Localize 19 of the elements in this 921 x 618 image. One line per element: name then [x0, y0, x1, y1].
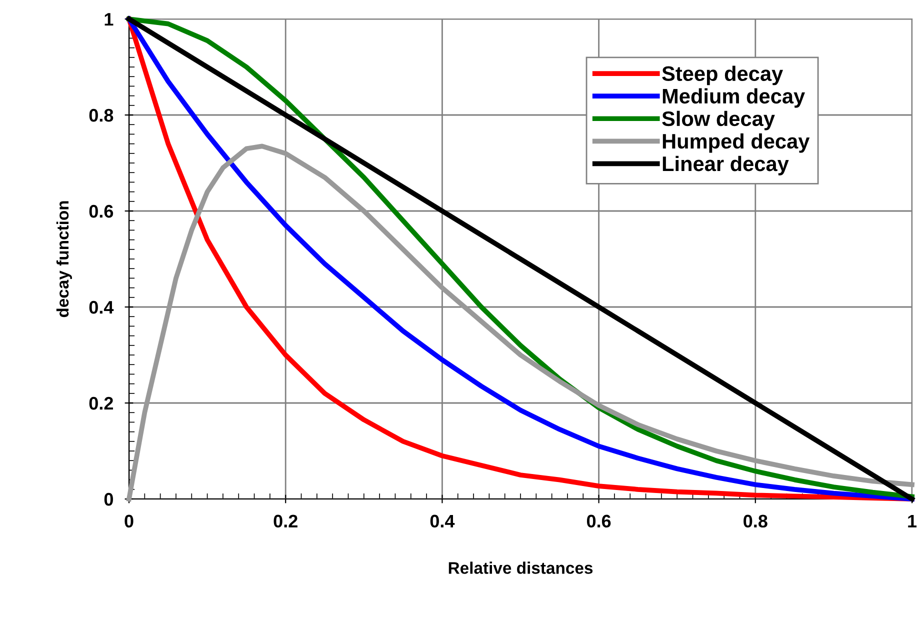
- y-axis-title: decay function: [56, 201, 72, 318]
- legend-label: Steep decay: [662, 66, 784, 86]
- x-tick-label: 1: [908, 514, 917, 528]
- legend-label: Slow decay: [662, 110, 775, 130]
- x-tick-label: 0.2: [274, 514, 298, 528]
- y-tick-label: 0.2: [89, 396, 113, 410]
- x-tick-label: 0.8: [744, 514, 768, 528]
- y-tick-label: 1: [104, 13, 114, 26]
- y-tick-label: 0.6: [89, 204, 114, 218]
- x-axis-title: Relative distances: [448, 562, 593, 574]
- x-tick-label: 0: [124, 514, 134, 528]
- x-tick-label: 0.4: [430, 514, 455, 528]
- legend-label: Medium decay: [662, 88, 805, 108]
- legend-label: Linear decay: [662, 156, 789, 176]
- y-tick-label: 0: [104, 492, 113, 506]
- legend-label: Humped decay: [662, 133, 810, 153]
- y-tick-label: 0.8: [89, 108, 114, 122]
- x-tick-label: 0.6: [586, 514, 611, 528]
- y-tick-label: 0.4: [89, 300, 114, 314]
